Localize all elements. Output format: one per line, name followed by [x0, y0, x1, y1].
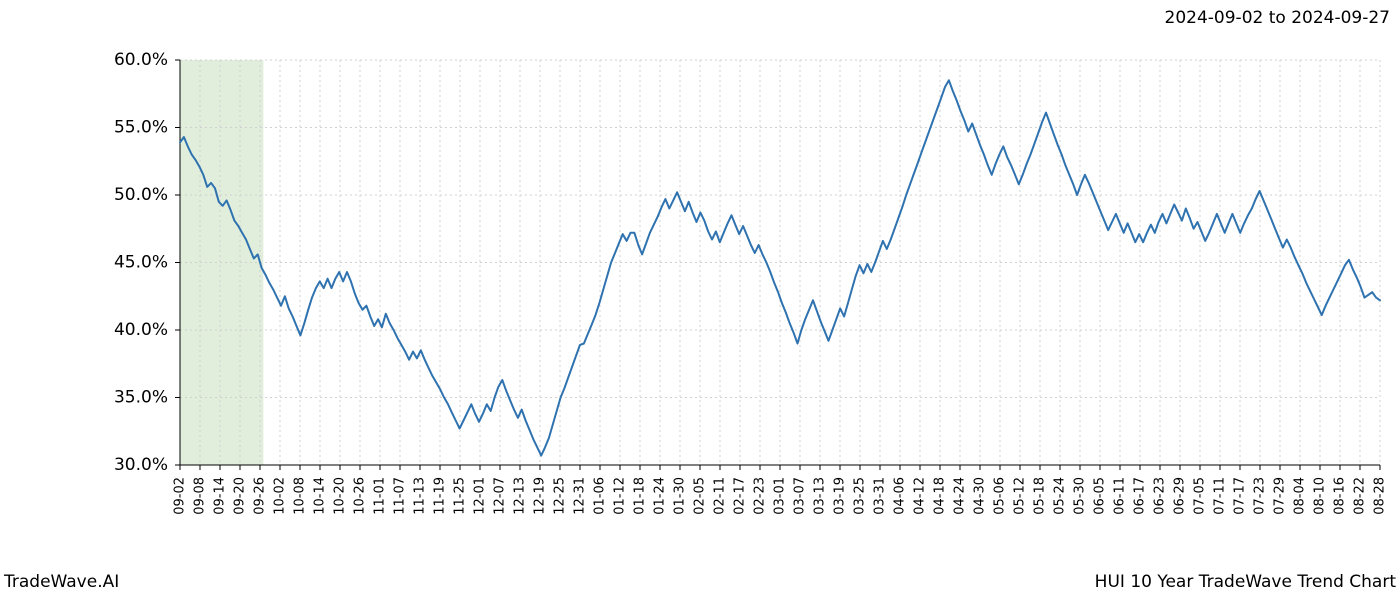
- x-tick-label: 08-04: [1293, 477, 1308, 515]
- x-tick-label: 09-02: [173, 477, 188, 515]
- y-tick-label: 55.0%: [114, 118, 168, 138]
- x-tick-label: 12-31: [573, 477, 588, 515]
- x-tick-label: 11-25: [453, 477, 468, 515]
- x-tick-label: 01-12: [613, 477, 628, 515]
- x-tick-label: 11-19: [433, 477, 448, 515]
- x-tick-label: 08-28: [1373, 477, 1388, 515]
- x-tick-label: 01-24: [653, 477, 668, 515]
- y-tick-label: 30.0%: [114, 455, 168, 475]
- x-tick-label: 06-05: [1093, 477, 1108, 515]
- x-tick-label: 05-30: [1073, 477, 1088, 515]
- x-tick-label: 01-30: [673, 477, 688, 515]
- x-tick-label: 10-08: [293, 477, 308, 515]
- x-tick-label: 03-31: [873, 477, 888, 515]
- y-tick-label: 50.0%: [114, 185, 168, 205]
- brand-label: TradeWave.AI: [4, 572, 119, 592]
- x-tick-label: 09-20: [233, 477, 248, 515]
- x-tick-label: 07-17: [1233, 477, 1248, 515]
- x-tick-label: 03-25: [853, 477, 868, 515]
- x-tick-label: 01-18: [633, 477, 648, 515]
- x-tick-label: 07-23: [1253, 477, 1268, 515]
- x-tick-label: 04-18: [933, 477, 948, 515]
- x-tick-label: 03-19: [833, 477, 848, 515]
- x-tick-label: 12-19: [533, 477, 548, 515]
- x-tick-label: 05-06: [993, 477, 1008, 515]
- x-tick-label: 02-05: [693, 477, 708, 515]
- x-tick-label: 05-12: [1013, 477, 1028, 515]
- x-tick-label: 03-13: [813, 477, 828, 515]
- x-tick-label: 10-02: [273, 477, 288, 515]
- x-tick-label: 02-23: [753, 477, 768, 515]
- x-tick-label: 11-01: [373, 477, 388, 515]
- x-tick-label: 11-07: [393, 477, 408, 515]
- x-tick-label: 10-14: [313, 477, 328, 515]
- y-tick-label: 45.0%: [114, 253, 168, 273]
- x-tick-label: 04-24: [953, 477, 968, 515]
- y-tick-label: 35.0%: [114, 388, 168, 408]
- y-tick-label: 60.0%: [114, 50, 168, 70]
- x-tick-label: 06-29: [1173, 477, 1188, 515]
- x-tick-label: 01-06: [593, 477, 608, 515]
- x-tick-label: 09-08: [193, 477, 208, 515]
- x-tick-label: 11-13: [413, 477, 428, 515]
- x-tick-label: 08-16: [1333, 477, 1348, 515]
- x-tick-label: 06-17: [1133, 477, 1148, 515]
- x-tick-label: 03-07: [793, 477, 808, 515]
- x-tick-label: 02-11: [713, 477, 728, 515]
- x-tick-label: 05-24: [1053, 477, 1068, 515]
- x-tick-label: 04-12: [913, 477, 928, 515]
- x-tick-label: 06-23: [1153, 477, 1168, 515]
- x-tick-label: 07-29: [1273, 477, 1288, 515]
- x-tick-label: 08-22: [1353, 477, 1368, 515]
- x-tick-label: 12-25: [553, 477, 568, 515]
- x-tick-label: 02-17: [733, 477, 748, 515]
- x-tick-label: 05-18: [1033, 477, 1048, 515]
- x-tick-label: 03-01: [773, 477, 788, 515]
- x-tick-label: 08-10: [1313, 477, 1328, 515]
- x-tick-label: 10-26: [353, 477, 368, 515]
- x-tick-label: 12-01: [473, 477, 488, 515]
- x-tick-label: 07-11: [1213, 477, 1228, 515]
- x-tick-label: 12-07: [493, 477, 508, 515]
- x-tick-label: 09-26: [253, 477, 268, 515]
- date-range-label: 2024-09-02 to 2024-09-27: [1165, 8, 1390, 28]
- x-tick-label: 09-14: [213, 477, 228, 515]
- trend-chart: 30.0% 35.0% 40.0% 45.0% 50.0% 55.0% 60.0% 09-02…: [0, 30, 1400, 570]
- x-tick-label: 06-11: [1113, 477, 1128, 515]
- x-tick-label: 12-13: [513, 477, 528, 515]
- y-tick-label: 40.0%: [114, 320, 168, 340]
- x-tick-label: 04-06: [893, 477, 908, 515]
- chart-title-label: HUI 10 Year TradeWave Trend Chart: [1095, 572, 1396, 592]
- x-tick-label: 10-20: [333, 477, 348, 515]
- x-tick-label: 04-30: [973, 477, 988, 515]
- x-tick-label: 07-05: [1193, 477, 1208, 515]
